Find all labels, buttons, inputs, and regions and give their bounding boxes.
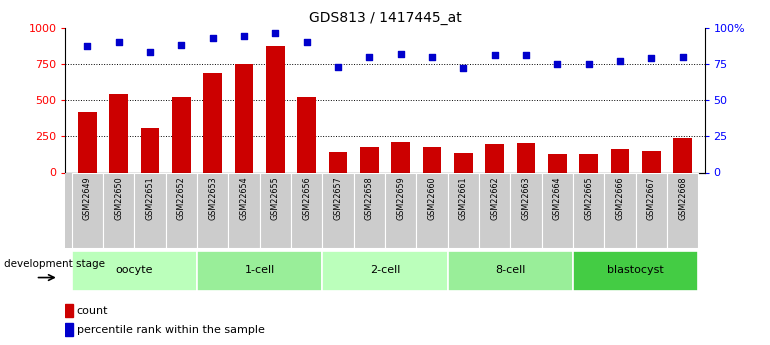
Bar — [454, 153, 473, 172]
Text: GSM22654: GSM22654 — [239, 176, 249, 220]
Text: 8-cell: 8-cell — [495, 265, 525, 275]
Bar — [323, 172, 353, 248]
Bar — [423, 147, 441, 172]
Bar — [391, 142, 410, 172]
Point — [112, 39, 125, 45]
Bar — [65, 304, 73, 317]
Point — [551, 61, 564, 67]
Bar — [229, 172, 259, 248]
Point — [81, 44, 93, 49]
Bar — [72, 172, 103, 248]
Title: GDS813 / 1417445_at: GDS813 / 1417445_at — [309, 11, 461, 25]
Bar — [447, 172, 479, 248]
Bar — [135, 172, 166, 248]
Bar — [604, 172, 635, 248]
Bar — [235, 64, 253, 172]
Bar — [548, 154, 567, 172]
Point — [677, 54, 689, 59]
Bar — [673, 138, 692, 172]
Text: GSM22652: GSM22652 — [177, 176, 186, 220]
Point — [394, 51, 407, 57]
Point — [457, 66, 470, 71]
Bar — [541, 172, 573, 248]
Bar — [323, 250, 447, 291]
Text: GSM22651: GSM22651 — [146, 176, 155, 220]
Text: GSM22656: GSM22656 — [302, 176, 311, 220]
Bar — [517, 143, 535, 172]
Point — [645, 55, 658, 61]
Bar — [103, 172, 135, 248]
Point — [300, 39, 313, 45]
Text: GSM22664: GSM22664 — [553, 176, 562, 220]
Point — [363, 54, 376, 59]
Text: GSM22667: GSM22667 — [647, 176, 656, 220]
Bar — [579, 154, 598, 172]
Point — [488, 52, 500, 58]
Bar — [197, 172, 229, 248]
Bar — [329, 152, 347, 172]
Bar — [511, 172, 541, 248]
Text: count: count — [77, 306, 108, 316]
Text: GSM22658: GSM22658 — [365, 176, 374, 220]
Text: 2-cell: 2-cell — [370, 265, 400, 275]
Bar — [72, 250, 197, 291]
Bar — [485, 144, 504, 172]
Text: GSM22662: GSM22662 — [490, 176, 499, 220]
Text: GSM22666: GSM22666 — [615, 176, 624, 220]
Bar — [197, 250, 323, 291]
Bar — [291, 172, 323, 248]
Text: GSM22659: GSM22659 — [396, 176, 405, 220]
Bar — [109, 94, 128, 172]
Bar — [259, 172, 291, 248]
Point — [582, 61, 594, 67]
Point — [206, 35, 219, 40]
Point — [144, 49, 156, 55]
Bar — [141, 128, 159, 172]
Bar — [642, 151, 661, 172]
Bar — [266, 47, 285, 172]
Point — [520, 52, 532, 58]
Bar — [417, 172, 447, 248]
Text: 1-cell: 1-cell — [245, 265, 275, 275]
Text: GSM22663: GSM22663 — [521, 176, 531, 220]
Bar — [172, 97, 191, 172]
Bar — [479, 172, 511, 248]
Point — [270, 31, 282, 36]
Bar — [65, 323, 73, 336]
Bar — [447, 250, 573, 291]
Text: blastocyst: blastocyst — [608, 265, 664, 275]
Text: GSM22650: GSM22650 — [114, 176, 123, 220]
Bar — [611, 149, 629, 172]
Bar — [78, 112, 97, 172]
Text: GSM22668: GSM22668 — [678, 176, 687, 220]
Bar — [203, 72, 222, 172]
Text: GSM22661: GSM22661 — [459, 176, 468, 220]
Bar — [573, 250, 698, 291]
Bar — [573, 172, 604, 248]
Bar — [360, 147, 379, 172]
Text: GSM22653: GSM22653 — [208, 176, 217, 220]
Point — [176, 42, 188, 48]
Text: percentile rank within the sample: percentile rank within the sample — [77, 325, 265, 335]
Point — [614, 58, 626, 64]
Text: GSM22665: GSM22665 — [584, 176, 593, 220]
Text: GSM22660: GSM22660 — [427, 176, 437, 220]
Text: oocyte: oocyte — [116, 265, 153, 275]
Text: development stage: development stage — [4, 259, 105, 269]
Point — [426, 54, 438, 59]
Bar — [385, 172, 417, 248]
Bar — [297, 97, 316, 172]
Point — [238, 33, 250, 39]
Point — [332, 64, 344, 69]
Text: GSM22649: GSM22649 — [83, 176, 92, 220]
Bar — [667, 172, 698, 248]
Bar — [353, 172, 385, 248]
Text: GSM22657: GSM22657 — [333, 176, 343, 220]
Text: GSM22655: GSM22655 — [271, 176, 280, 220]
Bar — [635, 172, 667, 248]
Bar — [166, 172, 197, 248]
